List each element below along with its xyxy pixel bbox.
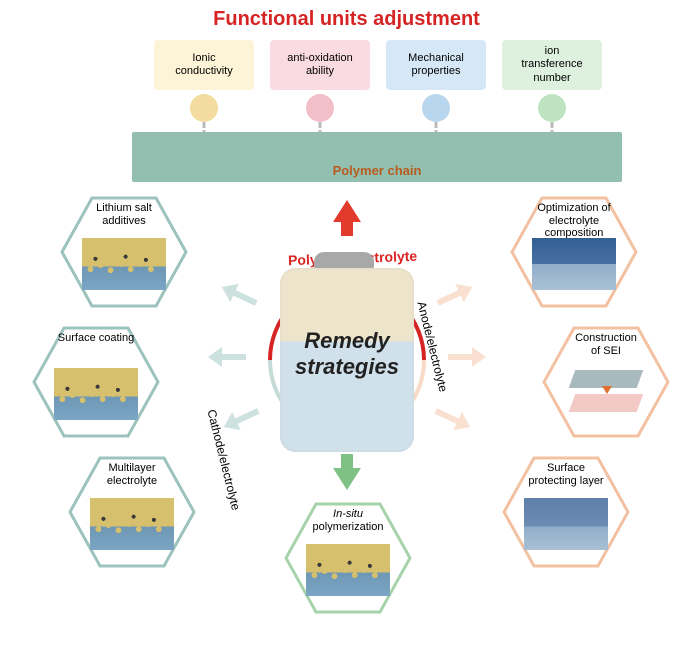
hex-thumbnail bbox=[54, 368, 138, 420]
main-title: Functional units adjustment bbox=[0, 8, 693, 31]
arrow-up bbox=[333, 200, 361, 222]
arrow-left-lower bbox=[221, 405, 261, 434]
hex-label: Optimization ofelectrolyte composition bbox=[510, 202, 638, 240]
hex-thumbnail bbox=[82, 238, 166, 290]
hex-lithium: Lithium saltadditives bbox=[60, 196, 188, 308]
battery-text: Remedy strategies bbox=[270, 328, 424, 381]
top-box-3: iontransferencenumber bbox=[502, 40, 602, 90]
polymer-chain-bar: Polymer chain bbox=[132, 132, 622, 182]
battery-text-2: strategies bbox=[270, 354, 424, 380]
top-box-0: Ionicconductivity bbox=[154, 40, 254, 90]
top-box-1: anti-oxidationability bbox=[270, 40, 370, 90]
hex-label: In-situpolymerization bbox=[284, 508, 412, 533]
drop-icon bbox=[306, 94, 334, 122]
hex-multilayer: Multilayerelectrolyte bbox=[68, 456, 196, 568]
arrow-left-upper bbox=[219, 281, 259, 310]
hex-label: Lithium saltadditives bbox=[60, 202, 188, 227]
arrow-left-mid bbox=[208, 350, 246, 364]
hex-surface: Surfaceprotecting layer bbox=[502, 456, 630, 568]
drop-icon bbox=[422, 94, 450, 122]
hex-in-situ: In-situpolymerization bbox=[284, 502, 412, 614]
central-battery: Remedy strategies bbox=[270, 258, 424, 462]
polymer-chain-label: Polymer chain bbox=[333, 163, 422, 178]
hex-thumbnail bbox=[532, 238, 616, 290]
hex-label: Multilayerelectrolyte bbox=[68, 462, 196, 487]
arrow-right-upper bbox=[435, 281, 475, 310]
hex-thumbnail bbox=[306, 544, 390, 596]
drop-icon bbox=[538, 94, 566, 122]
hex-label: Surfaceprotecting layer bbox=[502, 462, 630, 487]
top-box-2: Mechanicalproperties bbox=[386, 40, 486, 90]
hex-label: Constructionof SEI bbox=[542, 332, 670, 357]
drop-icon bbox=[190, 94, 218, 122]
hex-surface: Surface coating bbox=[32, 326, 160, 438]
arrow-right-mid bbox=[448, 350, 486, 364]
hex-thumbnail bbox=[564, 364, 648, 424]
hex-thumbnail bbox=[90, 498, 174, 550]
battery-text-1: Remedy bbox=[270, 328, 424, 354]
arrow-down bbox=[333, 468, 361, 490]
hex-label: Surface coating bbox=[32, 332, 160, 345]
arrow-right-lower bbox=[433, 405, 473, 434]
hex-optimization: Optimization ofelectrolyte composition bbox=[510, 196, 638, 308]
hex-thumbnail bbox=[524, 498, 608, 550]
hex-construction: Constructionof SEI bbox=[542, 326, 670, 438]
